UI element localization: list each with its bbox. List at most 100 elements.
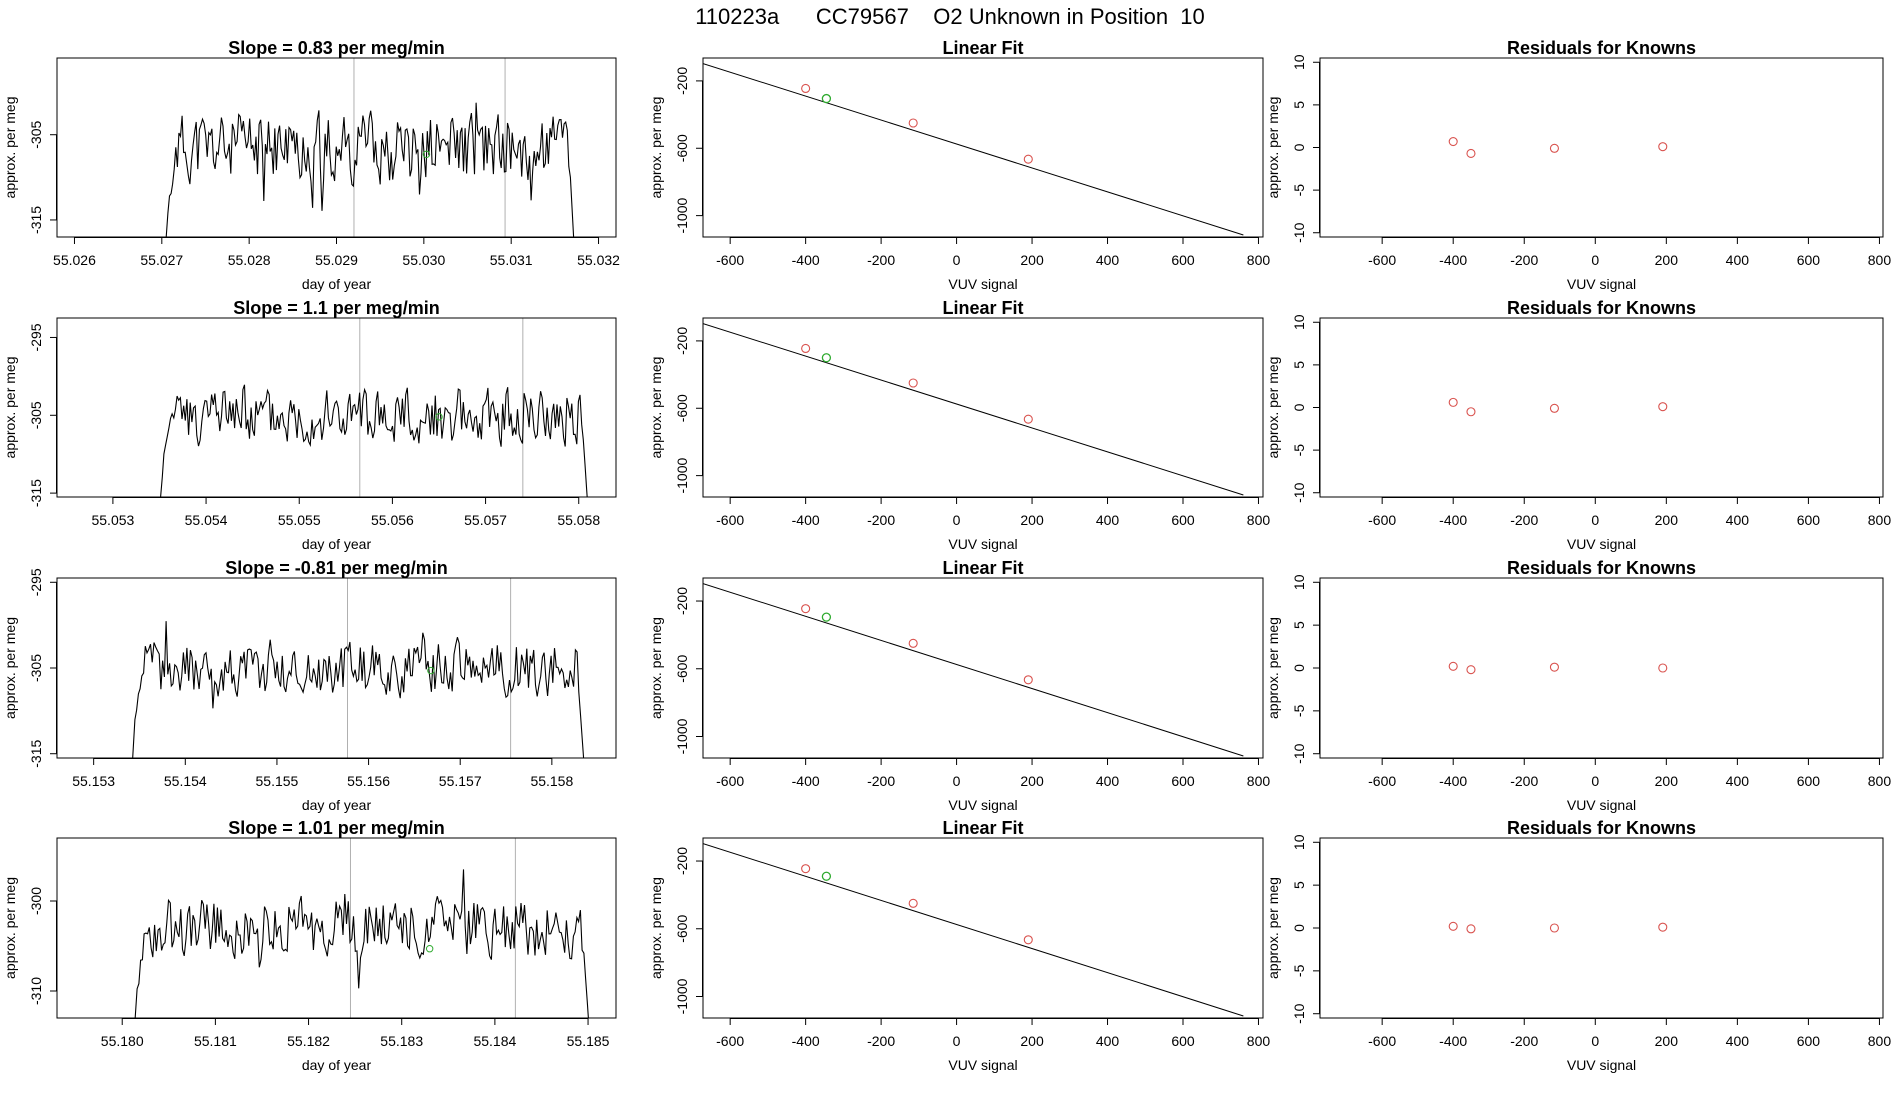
x-tick-label: 200 <box>1020 252 1044 268</box>
panel-3-2: Residuals for Knowns VUV signal approx. pe… <box>1265 818 1891 1073</box>
unknown-marker <box>435 413 443 421</box>
x-tick-label: -600 <box>1368 252 1396 268</box>
x-tick-label: -400 <box>792 512 820 528</box>
x-tick-label: 55.184 <box>473 1033 516 1049</box>
x-tick-label: 55.029 <box>315 252 358 268</box>
plot-area <box>134 838 589 1018</box>
x-tick-label: -400 <box>792 252 820 268</box>
x-tick-label: 800 <box>1868 252 1892 268</box>
x-tick-label: 55.154 <box>164 773 207 789</box>
x-tick-label: 0 <box>1591 773 1599 789</box>
known-point <box>801 343 811 354</box>
x-tick-label: -400 <box>1439 1033 1467 1049</box>
signal-line <box>165 102 575 237</box>
x-ticks: -600 -400 -200 0 200 400 600 800 <box>1368 758 1891 789</box>
unknown-point <box>821 93 832 104</box>
x-tick-label: 55.053 <box>91 512 134 528</box>
x-tick-label: -600 <box>716 1033 744 1049</box>
x-tick-label: -400 <box>1439 773 1467 789</box>
x-tick-label: 200 <box>1020 773 1044 789</box>
unknown-marker <box>422 150 431 159</box>
fit-line <box>703 323 1244 496</box>
panel-2-0: Slope = -0.81 per meg/min day of year appr… <box>2 558 617 813</box>
y-ticks: -305 -315 <box>28 120 57 234</box>
x-tick-label: 55.056 <box>371 512 414 528</box>
x-tick-label: -200 <box>1510 252 1538 268</box>
x-tick-label: 800 <box>1868 1033 1892 1049</box>
known-point <box>1549 403 1559 413</box>
x-axis-label: VUV signal <box>1567 536 1636 552</box>
plot-area <box>165 58 575 237</box>
plot-area <box>1448 921 1668 934</box>
known-point <box>1466 407 1476 417</box>
y-tick-label: 0 <box>1291 924 1307 932</box>
panel-title: Slope = 0.83 per meg/min <box>228 38 445 58</box>
x-tick-label: 600 <box>1797 773 1821 789</box>
y-tick-label: -295 <box>28 323 44 351</box>
fit-line <box>703 63 1244 236</box>
x-tick-label: 55.032 <box>577 252 620 268</box>
x-tick-label: 200 <box>1655 773 1679 789</box>
x-tick-label: 0 <box>1591 512 1599 528</box>
x-tick-label: 400 <box>1096 773 1120 789</box>
x-ticks: -600 -400 -200 0 200 400 600 800 <box>1368 497 1891 528</box>
y-tick-label: -1000 <box>674 198 690 234</box>
known-point <box>1466 924 1476 934</box>
panel-2-2: Residuals for Knowns VUV signal approx. pe… <box>1265 558 1891 813</box>
x-tick-label: 200 <box>1020 1033 1044 1049</box>
plot-area <box>703 63 1244 236</box>
unknown-marker <box>427 666 435 675</box>
y-tick-label: -305 <box>28 120 44 148</box>
y-tick-label: -5 <box>1291 184 1307 197</box>
y-ticks: -200 -600 -1000 <box>674 67 703 234</box>
plot-frame <box>702 837 1264 1019</box>
x-tick-label: -600 <box>1368 773 1396 789</box>
x-axis-label: VUV signal <box>1567 797 1636 813</box>
x-tick-label: 800 <box>1247 1033 1271 1049</box>
x-axis-label: VUV signal <box>1567 1057 1636 1073</box>
y-tick-label: 10 <box>1291 314 1307 330</box>
x-tick-label: 55.157 <box>439 773 482 789</box>
panel-title: Linear Fit <box>942 558 1023 578</box>
x-axis-label: VUV signal <box>1567 276 1636 292</box>
panel-title: Residuals for Knowns <box>1507 298 1696 318</box>
y-tick-label: -600 <box>674 134 690 162</box>
known-point <box>1658 142 1668 152</box>
y-tick-label: 5 <box>1291 101 1307 109</box>
x-axis-label: VUV signal <box>948 797 1017 813</box>
panel-title: Residuals for Knowns <box>1507 558 1696 578</box>
y-tick-label: -200 <box>674 587 690 615</box>
x-axis-label: VUV signal <box>948 536 1017 552</box>
known-point <box>1448 136 1458 147</box>
panel-1-0: Slope = 1.1 per meg/min day of year approx… <box>2 298 617 552</box>
plot-frame <box>56 317 617 498</box>
known-point <box>1658 663 1668 673</box>
panel-title: Linear Fit <box>942 298 1023 318</box>
y-axis-label: approx. per meg <box>2 97 18 199</box>
x-tick-label: 400 <box>1096 1033 1120 1049</box>
fit-line <box>703 843 1244 1017</box>
x-tick-label: -200 <box>867 512 895 528</box>
y-ticks: 10 5 0 -5 -10 <box>1291 834 1320 1024</box>
y-tick-label: -1000 <box>674 978 690 1014</box>
plot-frame <box>1319 837 1884 1019</box>
y-tick-label: -10 <box>1291 482 1307 502</box>
plot-frame <box>1319 577 1884 759</box>
x-tick-label: 800 <box>1247 773 1271 789</box>
x-ticks: 55.180 55.181 55.182 55.183 55.184 55.185 <box>101 1018 610 1049</box>
x-tick-label: -200 <box>1510 512 1538 528</box>
y-tick-label: -315 <box>28 206 44 234</box>
y-tick-label: -600 <box>674 394 690 422</box>
known-point <box>1549 923 1559 933</box>
known-point <box>908 118 918 128</box>
y-tick-label: -5 <box>1291 444 1307 457</box>
y-axis-label: approx. per meg <box>2 357 18 459</box>
panel-3-0: Slope = 1.01 per meg/min day of year appro… <box>2 818 617 1073</box>
x-ticks: -600 -400 -200 0 200 400 600 800 <box>1368 1018 1891 1049</box>
known-point <box>1448 661 1458 671</box>
y-tick-label: 0 <box>1291 403 1307 411</box>
x-tick-label: 200 <box>1655 512 1679 528</box>
known-point <box>1023 675 1033 685</box>
known-point <box>908 378 918 388</box>
